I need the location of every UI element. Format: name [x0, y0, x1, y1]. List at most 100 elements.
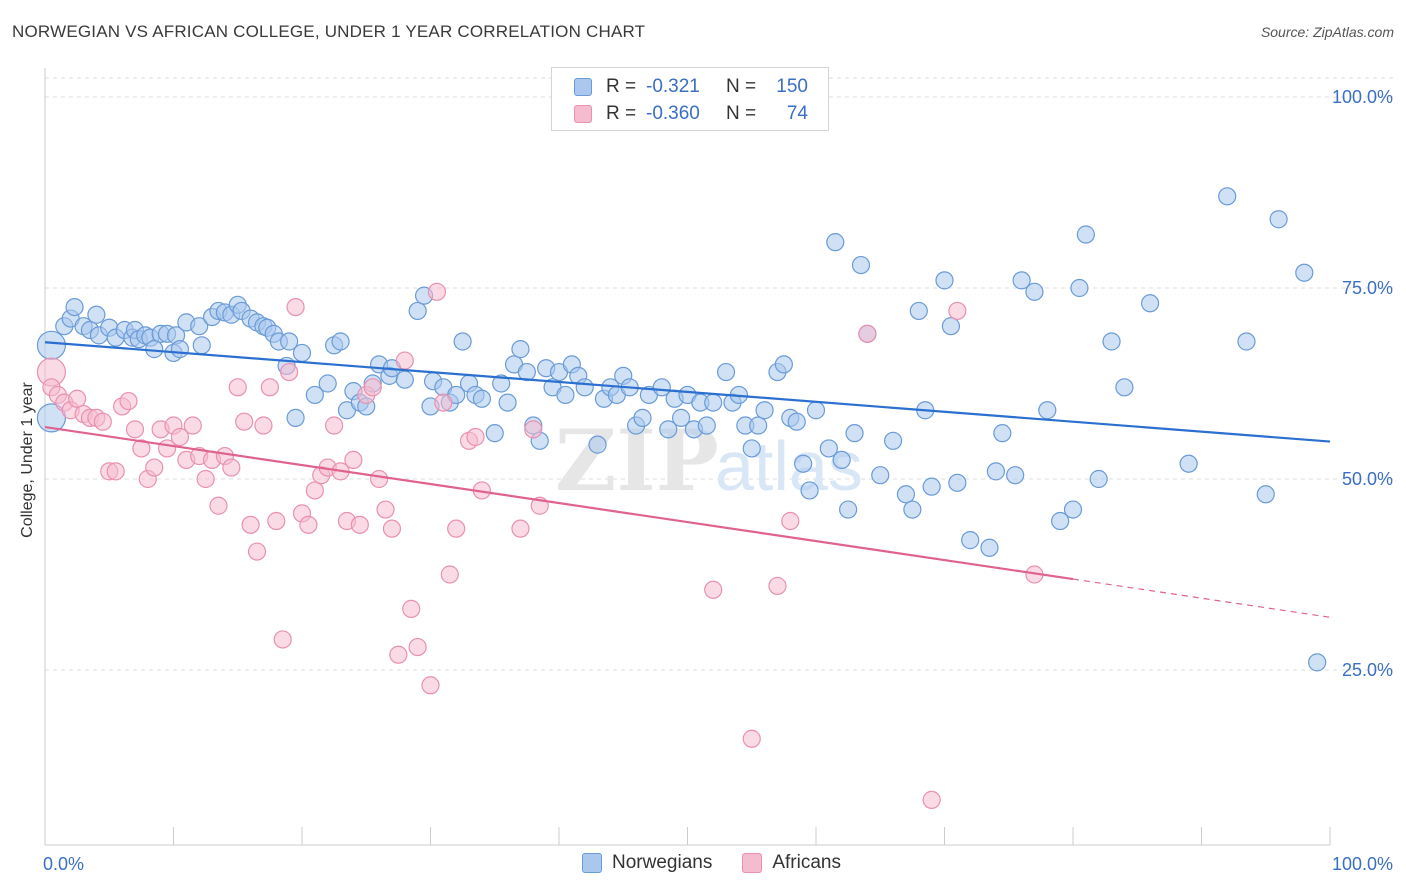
african-point: [382, 519, 402, 538]
norwegian-point: [633, 408, 652, 427]
norwegian-point: [331, 332, 350, 351]
norwegian-point: [845, 424, 864, 443]
african-point: [768, 576, 787, 596]
legend-row-africans: R = -0.360 N = 74: [574, 102, 808, 126]
y-axis-label: College, Under 1 year: [19, 382, 36, 538]
african-point: [781, 511, 800, 531]
african-point: [742, 729, 761, 748]
legend-swatch-blue: [574, 78, 592, 96]
african-point: [254, 416, 273, 435]
norwegian-point: [1218, 187, 1237, 206]
y-tick-label: 100.0%: [1332, 87, 1393, 107]
norwegian-point: [896, 485, 916, 504]
norwegian-point: [65, 298, 84, 317]
norwegian-point: [1140, 294, 1160, 313]
african-point: [395, 351, 414, 370]
series-legend: Norwegians Africans: [582, 852, 871, 874]
norwegian-point: [941, 317, 961, 336]
african-point: [376, 500, 395, 519]
norwegian-point: [652, 378, 671, 397]
african-point: [440, 565, 459, 584]
legend-item-africans[interactable]: Africans: [742, 852, 841, 874]
african-point: [299, 515, 318, 534]
y-tick-label: 25.0%: [1342, 660, 1393, 680]
african-point: [344, 450, 363, 469]
african-point: [209, 496, 228, 515]
norwegian-point: [1012, 271, 1031, 290]
norwegian-point: [1063, 500, 1083, 519]
norwegian-point: [1051, 511, 1070, 531]
norwegian-point: [588, 435, 607, 454]
norwegian-point: [87, 305, 106, 324]
stats-legend: R = -0.321 N = 150 R = -0.360 N = 74: [551, 67, 829, 131]
norwegian-point: [755, 401, 774, 420]
legend-label-africans: Africans: [772, 852, 841, 873]
norwegian-point: [819, 439, 838, 458]
legend-row-norwegians: R = -0.321 N = 150: [574, 75, 808, 99]
norwegian-point: [192, 336, 211, 355]
norwegian-point: [485, 424, 504, 443]
legend-r-value: -0.321: [646, 76, 700, 97]
norwegian-point: [697, 416, 716, 435]
norwegian-point: [704, 393, 723, 412]
african-point: [170, 427, 190, 447]
african-point: [447, 519, 466, 538]
norwegian-point: [903, 500, 922, 519]
african-point: [466, 427, 485, 447]
african-point: [370, 469, 389, 489]
legend-r-label: R =: [606, 103, 637, 124]
legend-item-norwegians[interactable]: Norwegians: [582, 852, 712, 874]
legend-n-value: 74: [786, 103, 808, 124]
norwegian-point: [659, 420, 678, 439]
norwegian-point: [170, 340, 190, 359]
norwegian-point: [292, 343, 312, 363]
norwegian-point: [305, 385, 324, 405]
african-point: [68, 389, 87, 408]
norwegian-point: [1070, 278, 1089, 298]
legend-swatch-pink: [742, 853, 763, 873]
norwegian-point: [922, 477, 941, 496]
norwegian-point: [145, 340, 164, 359]
chart-source: Source: ZipAtlas.com: [1260, 24, 1394, 40]
legend-n-label: N =: [726, 76, 757, 97]
african-point: [325, 416, 344, 435]
norwegian-trend-line: [44, 341, 1331, 443]
norwegian-point: [190, 317, 209, 336]
norwegian-point: [993, 424, 1012, 443]
norwegian-point: [286, 408, 305, 427]
norwegian-point: [1295, 263, 1314, 282]
norwegian-point: [671, 408, 691, 427]
legend-r-value: -0.360: [646, 103, 700, 124]
norwegian-point: [280, 332, 299, 351]
norwegian-point: [1179, 454, 1198, 473]
african-point: [280, 362, 299, 382]
norwegian-point: [800, 481, 819, 500]
norwegian-point: [986, 462, 1006, 481]
norwegian-point: [453, 332, 472, 351]
norwegian-point: [1006, 466, 1025, 485]
norwegian-point: [318, 374, 337, 393]
y-tick-label: 75.0%: [1342, 278, 1393, 298]
norwegian-point: [498, 393, 517, 412]
african-point: [389, 645, 408, 664]
x-tick-label: 0.0%: [43, 854, 84, 874]
x-tick-label: 100.0%: [1332, 854, 1393, 874]
legend-r-label: R =: [606, 76, 637, 97]
african-point: [524, 420, 543, 439]
african-point: [119, 391, 138, 411]
norwegian-point: [935, 271, 954, 290]
african-point: [228, 378, 247, 397]
norwegian-point: [1237, 332, 1256, 351]
norwegian-point: [826, 233, 845, 252]
norwegian-point: [980, 538, 999, 557]
african-point: [350, 515, 369, 534]
african-trend-line: [44, 425, 1074, 581]
african-point: [132, 439, 151, 458]
legend-n-value: 150: [776, 76, 808, 97]
norwegian-point: [794, 454, 813, 473]
african-point: [145, 458, 164, 477]
legend-label-norwegians: Norwegians: [612, 852, 713, 873]
norwegian-point: [787, 412, 806, 431]
legend-swatch-pink: [574, 105, 592, 123]
